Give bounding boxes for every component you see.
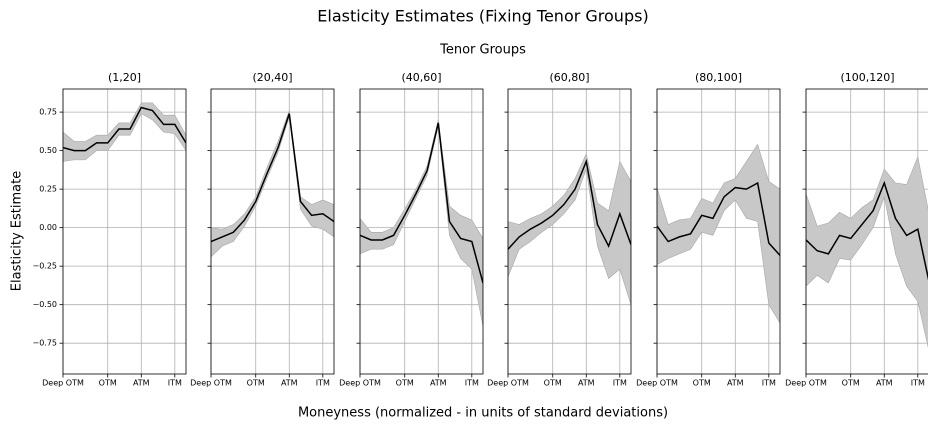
panel: (100,120] Deep OTM OTM ATM ITM bbox=[785, 71, 928, 388]
y-tick-label: −0.75 bbox=[32, 339, 57, 348]
figure-subtitle: Tenor Groups bbox=[439, 43, 526, 58]
y-tick-label: 0.50 bbox=[39, 146, 57, 155]
x-tick-label: ATM bbox=[727, 379, 744, 388]
x-tick-label: Deep OTM bbox=[42, 379, 84, 388]
panel: (40,60] Deep OTM OTM ATM ITM bbox=[339, 71, 484, 388]
x-tick-label: ITM bbox=[168, 379, 182, 388]
y-axis-label: Elasticity Estimate bbox=[10, 171, 25, 291]
panel-frame bbox=[210, 88, 335, 375]
panel-title: (20,40] bbox=[252, 71, 292, 84]
y-tick-label: 0.00 bbox=[39, 223, 57, 232]
estimate-line bbox=[657, 181, 780, 256]
y-tick-label: −0.25 bbox=[32, 262, 57, 271]
y-tick-label: 0.75 bbox=[39, 108, 57, 117]
confidence-band bbox=[508, 152, 631, 305]
x-tick-label: ATM bbox=[281, 379, 298, 388]
y-tick-label: 0.25 bbox=[39, 185, 57, 194]
confidence-band bbox=[657, 143, 780, 324]
confidence-band bbox=[63, 102, 186, 162]
x-tick-label: Deep OTM bbox=[190, 379, 232, 388]
x-tick-label: ITM bbox=[316, 379, 330, 388]
confidence-band bbox=[211, 110, 334, 258]
panel-frame bbox=[62, 88, 187, 375]
x-tick-label: Deep OTM bbox=[636, 379, 678, 388]
x-axis-label: Moneyness (normalized - in units of stan… bbox=[298, 406, 668, 421]
x-tick-label: Deep OTM bbox=[487, 379, 529, 388]
panel-frame bbox=[656, 88, 781, 375]
y-tick-label: −0.50 bbox=[32, 300, 57, 309]
x-tick-label: Deep OTM bbox=[785, 379, 827, 388]
panel-title: (40,60] bbox=[401, 71, 441, 84]
panel: (1,20] −0.75 −0.50 −0.25 0.00 0.25 0.50 0.75 Dee… bbox=[32, 71, 187, 388]
panel-title: (60,80] bbox=[549, 71, 589, 84]
confidence-band bbox=[806, 155, 928, 348]
panel: (80,100] Deep OTM OTM ATM ITM bbox=[636, 71, 781, 388]
panel-frame bbox=[507, 88, 632, 375]
panel-title: (100,120] bbox=[840, 71, 894, 84]
x-tick-label: OTM bbox=[396, 379, 414, 388]
figure-title: Elasticity Estimates (Fixing Tenor Group… bbox=[317, 7, 648, 26]
x-tick-label: OTM bbox=[842, 379, 860, 388]
estimate-line bbox=[63, 106, 186, 152]
x-tick-label: OTM bbox=[544, 379, 562, 388]
x-tick-label: ITM bbox=[613, 379, 627, 388]
x-tick-label: Deep OTM bbox=[339, 379, 381, 388]
panel: (20,40] Deep OTM OTM ATM ITM bbox=[190, 71, 335, 388]
estimate-line bbox=[508, 158, 631, 250]
panel-frame bbox=[805, 88, 928, 375]
x-tick-label: ITM bbox=[762, 379, 776, 388]
confidence-band bbox=[360, 119, 483, 327]
panel-title: (80,100] bbox=[695, 71, 742, 84]
panel-frame bbox=[359, 88, 484, 375]
x-tick-label: OTM bbox=[247, 379, 265, 388]
panel-title: (1,20] bbox=[108, 71, 141, 84]
x-tick-label: ATM bbox=[578, 379, 595, 388]
x-tick-label: ATM bbox=[876, 379, 893, 388]
x-tick-label: ATM bbox=[133, 379, 150, 388]
panel: (60,80] Deep OTM OTM ATM ITM bbox=[487, 71, 632, 388]
estimate-line bbox=[211, 113, 334, 243]
estimate-line bbox=[360, 122, 483, 284]
x-tick-label: OTM bbox=[99, 379, 117, 388]
x-tick-label: ITM bbox=[465, 379, 479, 388]
x-tick-label: ATM bbox=[430, 379, 447, 388]
estimate-line bbox=[806, 180, 928, 281]
x-tick-label: ITM bbox=[911, 379, 925, 388]
x-tick-label: OTM bbox=[693, 379, 711, 388]
